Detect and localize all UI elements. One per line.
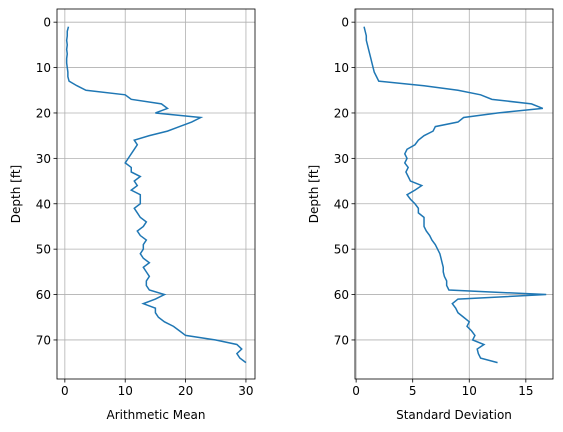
y-tick-label: 60: [36, 288, 51, 302]
y-tick-label: 0: [341, 16, 349, 30]
x-axis-label: Standard Deviation: [396, 408, 512, 422]
x-tick-label: 10: [462, 384, 477, 398]
y-tick-label: 0: [43, 16, 51, 30]
x-tick-label: 15: [518, 384, 533, 398]
y-tick-label: 70: [36, 333, 51, 347]
x-tick-label: 30: [238, 384, 253, 398]
y-tick-label: 40: [36, 197, 51, 211]
x-axis-label: Arithmetic Mean: [106, 408, 205, 422]
y-tick-label: 70: [334, 333, 349, 347]
y-axis-label: Depth [ft]: [9, 165, 23, 223]
y-tick-label: 20: [36, 106, 51, 120]
y-tick-label: 10: [334, 61, 349, 75]
y-tick-label: 20: [334, 106, 349, 120]
plot-frame: [354, 8, 554, 380]
x-tick-label: 0: [352, 384, 360, 398]
y-tick-label: 40: [334, 197, 349, 211]
data-line: [65, 26, 247, 364]
x-tick-label: 10: [118, 384, 133, 398]
x-tick-label: 20: [178, 384, 193, 398]
plot-frame: [56, 8, 256, 380]
y-tick-label: 60: [334, 288, 349, 302]
x-tick-label: 0: [61, 384, 69, 398]
y-tick-label: 30: [36, 152, 51, 166]
y-tick-label: 30: [334, 152, 349, 166]
x-tick-label: 5: [409, 384, 417, 398]
y-tick-label: 10: [36, 61, 51, 75]
y-tick-label: 50: [334, 243, 349, 257]
data-line: [363, 26, 547, 364]
y-axis-label: Depth [ft]: [307, 165, 321, 223]
y-tick-label: 50: [36, 243, 51, 257]
